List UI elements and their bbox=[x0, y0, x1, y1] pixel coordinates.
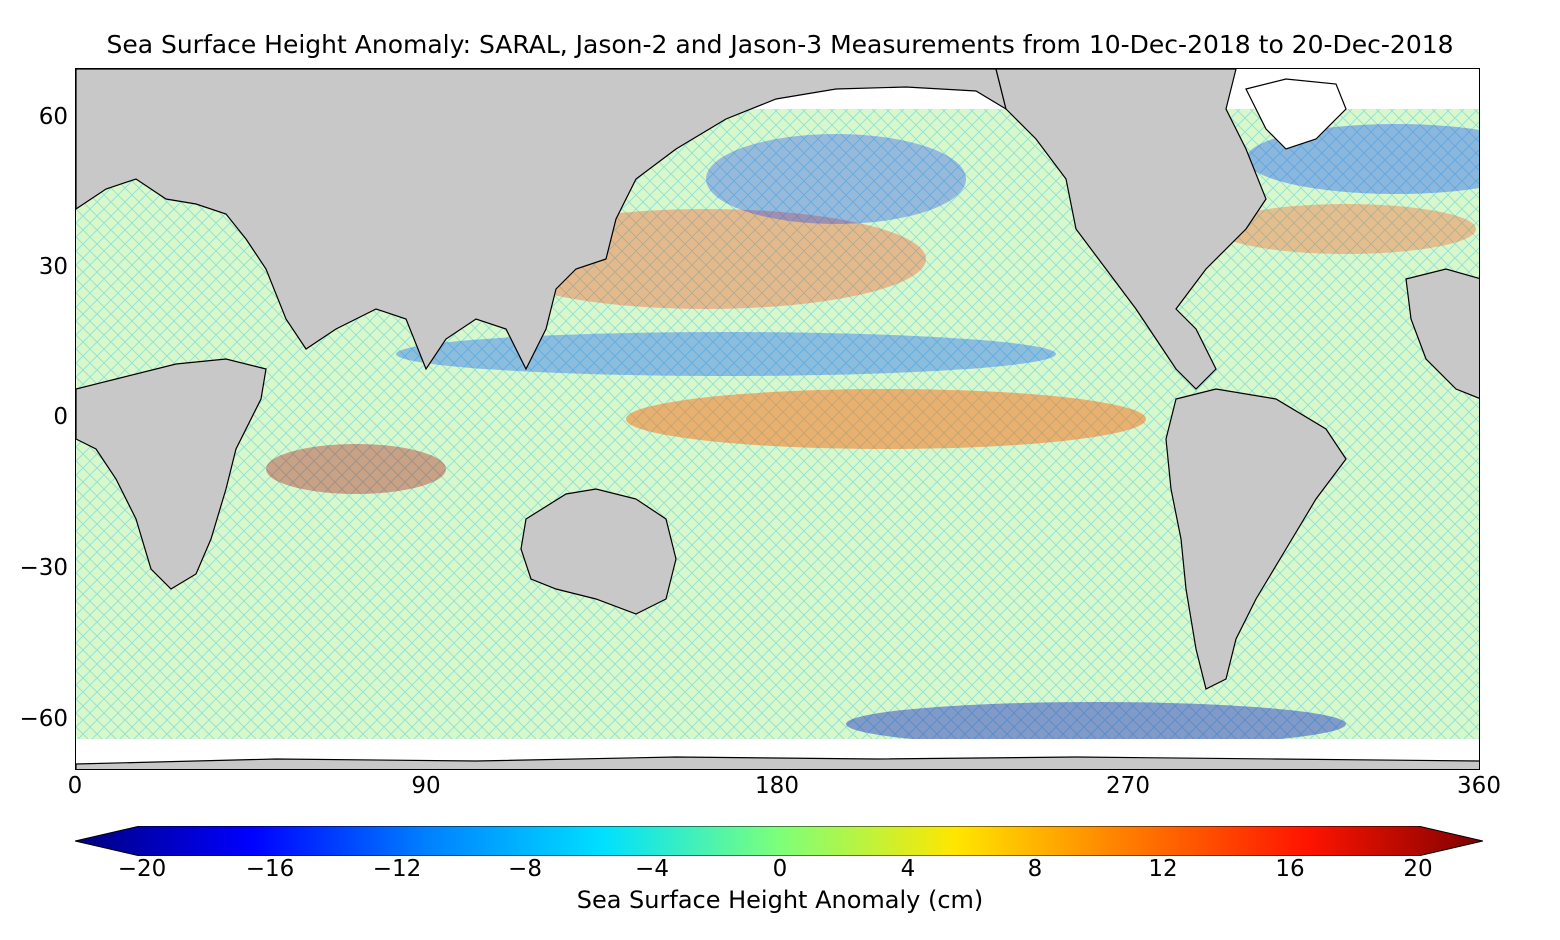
colorbar-tick: −12 bbox=[372, 856, 422, 882]
gulf-stream-warm-region bbox=[1216, 204, 1476, 254]
map-canvas bbox=[76, 69, 1479, 769]
y-tick-30: 30 bbox=[38, 254, 68, 280]
colorbar-tick: −20 bbox=[117, 856, 167, 882]
colorbar-tick: 0 bbox=[772, 856, 788, 882]
southern-ocean-cold-band bbox=[846, 702, 1346, 746]
south-america-landmass bbox=[1165, 388, 1347, 690]
australia-landmass bbox=[520, 488, 677, 615]
colorbar bbox=[75, 826, 1483, 856]
x-tick-360: 360 bbox=[1457, 773, 1501, 799]
x-tick-270: 270 bbox=[1106, 773, 1150, 799]
colorbar-tick: −4 bbox=[635, 856, 669, 882]
colorbar-tick: 8 bbox=[1027, 856, 1043, 882]
y-tick-minus-60: −60 bbox=[19, 706, 68, 732]
y-tick-minus-30: −30 bbox=[19, 555, 68, 581]
north-america-landmass bbox=[995, 69, 1267, 390]
land-masses bbox=[76, 69, 1479, 769]
north-pacific-cold-region bbox=[706, 134, 966, 224]
x-tick-90: 90 bbox=[411, 773, 441, 799]
antarctica-landmass bbox=[76, 756, 1479, 769]
colorbar-tick: −16 bbox=[245, 856, 295, 882]
map-plot-area bbox=[75, 68, 1480, 770]
y-tick-60: 60 bbox=[38, 104, 68, 130]
indian-ocean-warm-region bbox=[266, 444, 446, 494]
north-equatorial-cold-band bbox=[396, 332, 1056, 376]
colorbar-gradient bbox=[75, 826, 1483, 856]
colorbar-tick: 12 bbox=[1148, 856, 1178, 882]
x-tick-180: 180 bbox=[755, 773, 799, 799]
colorbar-tick: 20 bbox=[1403, 856, 1433, 882]
equatorial-warm-anomaly bbox=[626, 389, 1146, 449]
africa-landmass bbox=[76, 358, 267, 590]
colorbar-label: Sea Surface Height Anomaly (cm) bbox=[576, 886, 984, 914]
x-tick-0: 0 bbox=[67, 773, 83, 799]
greenland-landmass bbox=[1245, 78, 1347, 150]
colorbar-tick: 16 bbox=[1275, 856, 1305, 882]
colorbar-tick: −8 bbox=[508, 856, 542, 882]
eurasia-landmass bbox=[76, 69, 1007, 371]
west-africa-landmass bbox=[1405, 268, 1479, 399]
map-title: Sea Surface Height Anomaly: SARAL, Jason… bbox=[106, 30, 1454, 59]
y-tick-0: 0 bbox=[53, 404, 68, 430]
colorbar-tick: 4 bbox=[900, 856, 916, 882]
